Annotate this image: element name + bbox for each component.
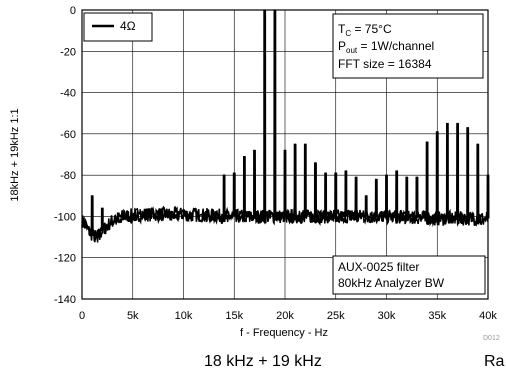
spectral-peak — [253, 149, 257, 217]
y-tick-label: -80 — [60, 170, 76, 182]
spectral-peak — [100, 207, 104, 231]
spectral-peak — [354, 176, 358, 217]
x-tick-label: 35k — [428, 310, 446, 322]
spectral-peak — [334, 172, 338, 217]
spectral-peak — [385, 174, 388, 217]
filter-box: AUX-0025 filter 80kHz Analyzer BW — [332, 255, 486, 295]
spectral-peak — [395, 170, 399, 217]
x-axis-ticks: 0 5k 10k 15k 20k 25k 30k 35k 40k — [79, 310, 497, 322]
conditions-box: TC = 75°C Pout = 1W/channel FFT size = 1… — [332, 13, 484, 79]
spectral-peak — [374, 178, 378, 217]
y-tick-label: -60 — [60, 129, 76, 141]
spectral-peak — [303, 143, 307, 217]
x-tick-label: 40k — [479, 310, 497, 322]
spectral-peak — [90, 195, 94, 236]
y-tick-label: -40 — [60, 88, 76, 100]
x-tick-label: 0 — [79, 310, 85, 322]
y-tick-label: -100 — [54, 211, 76, 223]
spectral-peak — [364, 195, 368, 217]
spectral-peak — [273, 9, 277, 217]
svg-text:TC = 75°C: TC = 75°C — [338, 22, 392, 38]
filter-line-1: AUX-0025 filter — [338, 260, 419, 274]
spectral-peak — [445, 122, 449, 219]
legend: 4Ω — [83, 12, 153, 42]
y-axis-ticks: 0 -20 -40 -60 -80 -100 -120 -140 — [54, 5, 76, 306]
x-tick-label: 10k — [175, 310, 193, 322]
adjacent-caption-fragment: Ra — [484, 353, 505, 370]
noise-floor-trace-2 — [81, 206, 489, 243]
spectral-peak — [425, 141, 429, 219]
x-axis-label: f - Frequency - Hz — [240, 327, 328, 339]
spectral-peak — [456, 122, 460, 219]
spectral-peak — [435, 131, 439, 219]
y-tick-label: -20 — [60, 46, 76, 58]
spectral-peak — [466, 127, 470, 219]
spectral-peak — [283, 149, 287, 217]
y-tick-label: -140 — [54, 294, 76, 306]
x-tick-label: 25k — [327, 310, 345, 322]
x-tick-label: 20k — [276, 310, 294, 322]
plot-frame — [81, 9, 489, 300]
spectral-peak — [415, 176, 419, 218]
x-tick-label: 30k — [378, 310, 396, 322]
tc-value: = 75°C — [351, 22, 392, 36]
tc-subscript: C — [345, 29, 351, 38]
y-tick-label: -120 — [54, 253, 76, 265]
figure-caption: 18 kHz + 19 kHz — [204, 353, 322, 370]
spectral-peak — [476, 143, 480, 219]
legend-label: 4Ω — [120, 19, 136, 33]
figure-id: D012 — [483, 335, 500, 342]
spectral-peak — [293, 143, 297, 217]
y-axis-label: 18kHz + 19kHz 1:1 — [9, 108, 21, 201]
tc-symbol: T — [338, 22, 346, 36]
fft-size-text: FFT size = 16384 — [338, 57, 432, 71]
spectral-peak — [242, 156, 246, 217]
spectral-peak — [344, 170, 348, 217]
spectral-peak — [263, 9, 267, 217]
x-tick-label: 5k — [127, 310, 139, 322]
spectrum-plot — [81, 9, 490, 243]
pout-subscript: out — [346, 46, 358, 55]
spectral-peak — [324, 172, 328, 217]
pout-value: = 1W/channel — [357, 39, 434, 53]
spectral-peak — [222, 174, 226, 217]
spectral-peak — [313, 162, 317, 217]
filter-line-2: 80kHz Analyzer BW — [338, 276, 445, 290]
spectral-peak — [232, 172, 236, 217]
svg-text:Pout = 1W/channel: Pout = 1W/channel — [338, 39, 434, 55]
spectral-peak — [405, 176, 409, 218]
pout-symbol: P — [338, 39, 346, 53]
y-tick-label: 0 — [70, 5, 76, 17]
x-tick-label: 15k — [225, 310, 243, 322]
